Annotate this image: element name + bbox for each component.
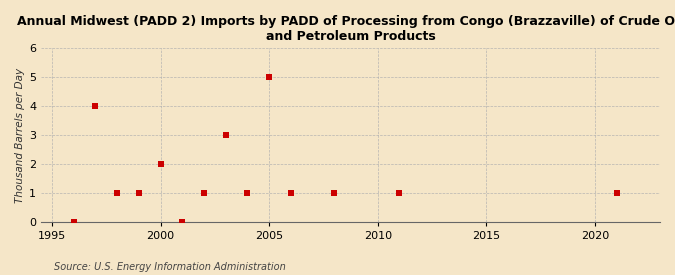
Point [155,162,166,166]
Text: Source: U.S. Energy Information Administration: Source: U.S. Energy Information Administ… [54,262,286,272]
Point [112,191,123,195]
Point [198,191,209,195]
Point [242,191,253,195]
Y-axis label: Thousand Barrels per Day: Thousand Barrels per Day [15,67,25,203]
Point [286,191,296,195]
Point [394,191,405,195]
Point [134,191,144,195]
Point [68,219,79,224]
Point [264,75,275,79]
Point [329,191,340,195]
Point [177,219,188,224]
Point [90,104,101,108]
Point [611,191,622,195]
Title: Annual Midwest (PADD 2) Imports by PADD of Processing from Congo (Brazzaville) o: Annual Midwest (PADD 2) Imports by PADD … [18,15,675,43]
Point [220,133,231,137]
